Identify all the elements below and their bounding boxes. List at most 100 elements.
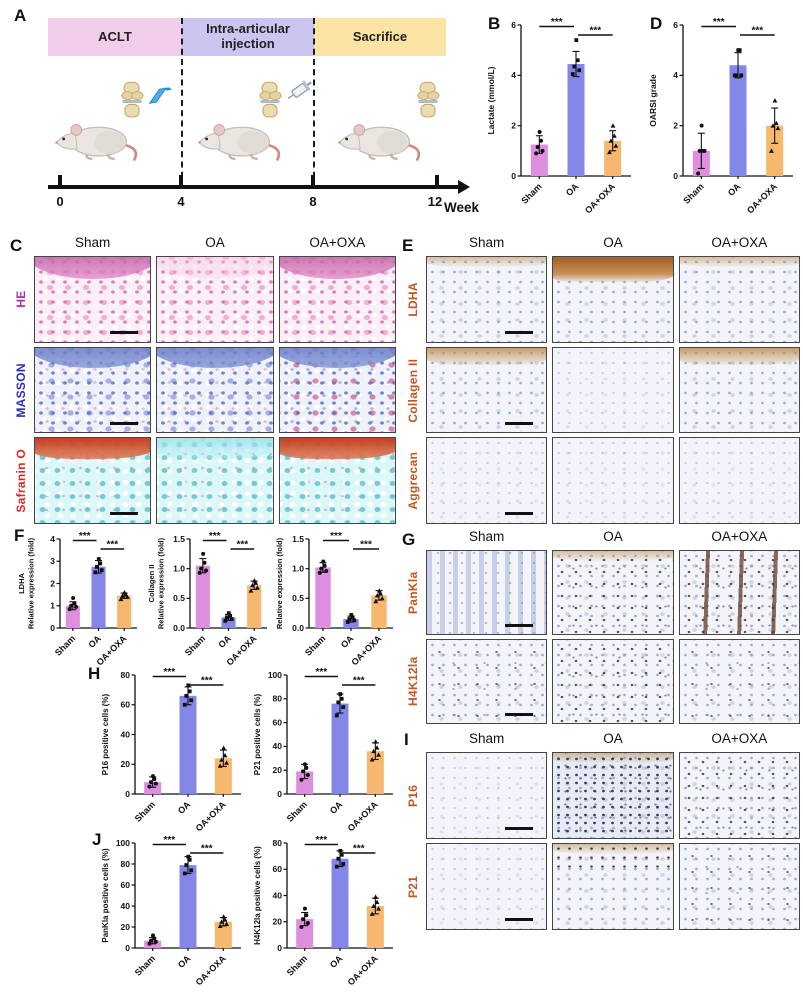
x-tick-label: Sham bbox=[183, 633, 207, 657]
data-point bbox=[322, 563, 327, 568]
data-point bbox=[219, 919, 225, 924]
data-point bbox=[319, 566, 324, 571]
bar-oa-oxa bbox=[117, 595, 132, 628]
data-point bbox=[376, 588, 382, 593]
x-tick-label: OA bbox=[328, 953, 345, 970]
data-point bbox=[254, 585, 260, 590]
significance-label: *** bbox=[353, 676, 365, 687]
y-tick-label: 80 bbox=[273, 694, 283, 704]
row-label-collagen-ii: Collagen II bbox=[406, 358, 420, 422]
data-point bbox=[148, 780, 153, 785]
significance-label: *** bbox=[330, 531, 342, 542]
data-point bbox=[341, 862, 346, 866]
column-header-oa-oxa: OA+OXA bbox=[309, 234, 366, 250]
data-point bbox=[187, 857, 192, 862]
column-headers: Sham OA OA+OXA bbox=[426, 526, 800, 546]
significance-label: *** bbox=[163, 835, 175, 846]
data-point bbox=[324, 569, 329, 574]
column-header-sham: Sham bbox=[469, 528, 505, 544]
data-point bbox=[352, 618, 357, 623]
column-header-sham: Sham bbox=[469, 730, 505, 746]
bar-oa-oxa bbox=[604, 140, 622, 176]
data-point bbox=[219, 757, 225, 762]
y-tick-label: 20 bbox=[121, 922, 131, 932]
column-headers: Sham OA OA+OXA bbox=[426, 728, 800, 748]
micrograph-p16-oa bbox=[552, 752, 674, 839]
data-point bbox=[223, 618, 228, 623]
data-point bbox=[371, 903, 377, 908]
micrograph-h4k12la-oa-oxa bbox=[678, 639, 800, 724]
data-point bbox=[739, 73, 744, 78]
x-tick-label: Sham bbox=[681, 181, 705, 205]
bar-oa bbox=[91, 566, 106, 628]
data-point bbox=[534, 151, 539, 156]
x-tick-label: Sham bbox=[133, 953, 157, 977]
micrograph-collagen-ii-sham bbox=[426, 346, 548, 434]
x-tick-label: OA+OXA bbox=[194, 953, 228, 987]
knee-joint-icon bbox=[412, 80, 444, 125]
y-tick-label: 1.0 bbox=[173, 563, 185, 573]
y-tick-label: 1.0 bbox=[292, 563, 304, 573]
data-point bbox=[336, 700, 341, 705]
column-header-oa: OA bbox=[603, 234, 623, 250]
week-number: 12 bbox=[427, 194, 443, 209]
bar-oa bbox=[179, 695, 197, 794]
bar-sham bbox=[315, 567, 331, 628]
x-tick-label: OA+OXA bbox=[745, 181, 779, 215]
data-point bbox=[349, 613, 354, 617]
micrograph-pankla-sham bbox=[426, 550, 548, 635]
data-point bbox=[376, 906, 381, 911]
data-point bbox=[217, 923, 223, 928]
bar-oa-oxa bbox=[366, 906, 384, 948]
data-point bbox=[187, 689, 192, 694]
data-point bbox=[302, 762, 307, 767]
data-point bbox=[540, 148, 545, 153]
significance-label: *** bbox=[353, 844, 365, 855]
chart-ldha-expression: 0 1 2 3 4 Sham OA OA+OXA *** *** LDHA Relative expr… bbox=[16, 522, 142, 668]
histology-panel-i: Sham OA OA+OXA P16 P21 bbox=[400, 728, 800, 930]
data-point bbox=[734, 73, 739, 78]
data-point bbox=[221, 914, 227, 919]
data-point bbox=[574, 38, 579, 42]
data-point bbox=[338, 848, 343, 853]
y-tick-label: 0.0 bbox=[173, 623, 185, 633]
data-point bbox=[696, 171, 701, 176]
data-point bbox=[202, 560, 207, 565]
data-point bbox=[69, 603, 74, 608]
column-header-oa: OA bbox=[603, 730, 623, 746]
data-point bbox=[299, 925, 304, 929]
scale-bar bbox=[504, 712, 534, 716]
x-tick-label: Sham bbox=[519, 181, 543, 205]
scale-bar bbox=[504, 331, 534, 335]
bar-oa-oxa bbox=[766, 125, 784, 176]
data-point bbox=[317, 570, 322, 575]
data-point bbox=[147, 941, 152, 946]
data-point bbox=[224, 615, 229, 620]
data-point bbox=[222, 917, 228, 922]
panel-label-j: J bbox=[92, 830, 102, 849]
micrograph-aggrecan-sham bbox=[426, 437, 548, 525]
row-label-aggrecan: Aggrecan bbox=[406, 451, 420, 510]
data-point bbox=[147, 784, 152, 789]
data-point bbox=[613, 143, 619, 148]
data-point bbox=[539, 138, 544, 143]
bar-sham bbox=[144, 782, 162, 794]
data-point bbox=[339, 852, 344, 857]
significance-label: *** bbox=[713, 17, 725, 28]
data-point bbox=[204, 568, 209, 573]
significance-label: *** bbox=[201, 676, 213, 687]
chart-collagen2-expression: 0.0 0.5 1.0 1.5 Sham OA OA+OXA *** *** Collagen I… bbox=[146, 522, 272, 668]
y-tick-label: 60 bbox=[121, 880, 131, 890]
significance-label: *** bbox=[163, 667, 175, 678]
histology-row-p21: P21 bbox=[400, 843, 800, 930]
x-tick-label: OA bbox=[176, 953, 193, 970]
data-point bbox=[148, 938, 153, 943]
y-tick-label: 3 bbox=[50, 556, 55, 566]
histology-row-he: HE bbox=[8, 256, 396, 343]
scale-bar bbox=[504, 421, 534, 425]
micrograph-masson-sham bbox=[34, 346, 152, 434]
micrograph-he-oa-oxa bbox=[278, 256, 396, 343]
y-tick-label: 80 bbox=[121, 670, 131, 680]
data-point bbox=[153, 781, 158, 786]
data-point bbox=[347, 617, 352, 621]
